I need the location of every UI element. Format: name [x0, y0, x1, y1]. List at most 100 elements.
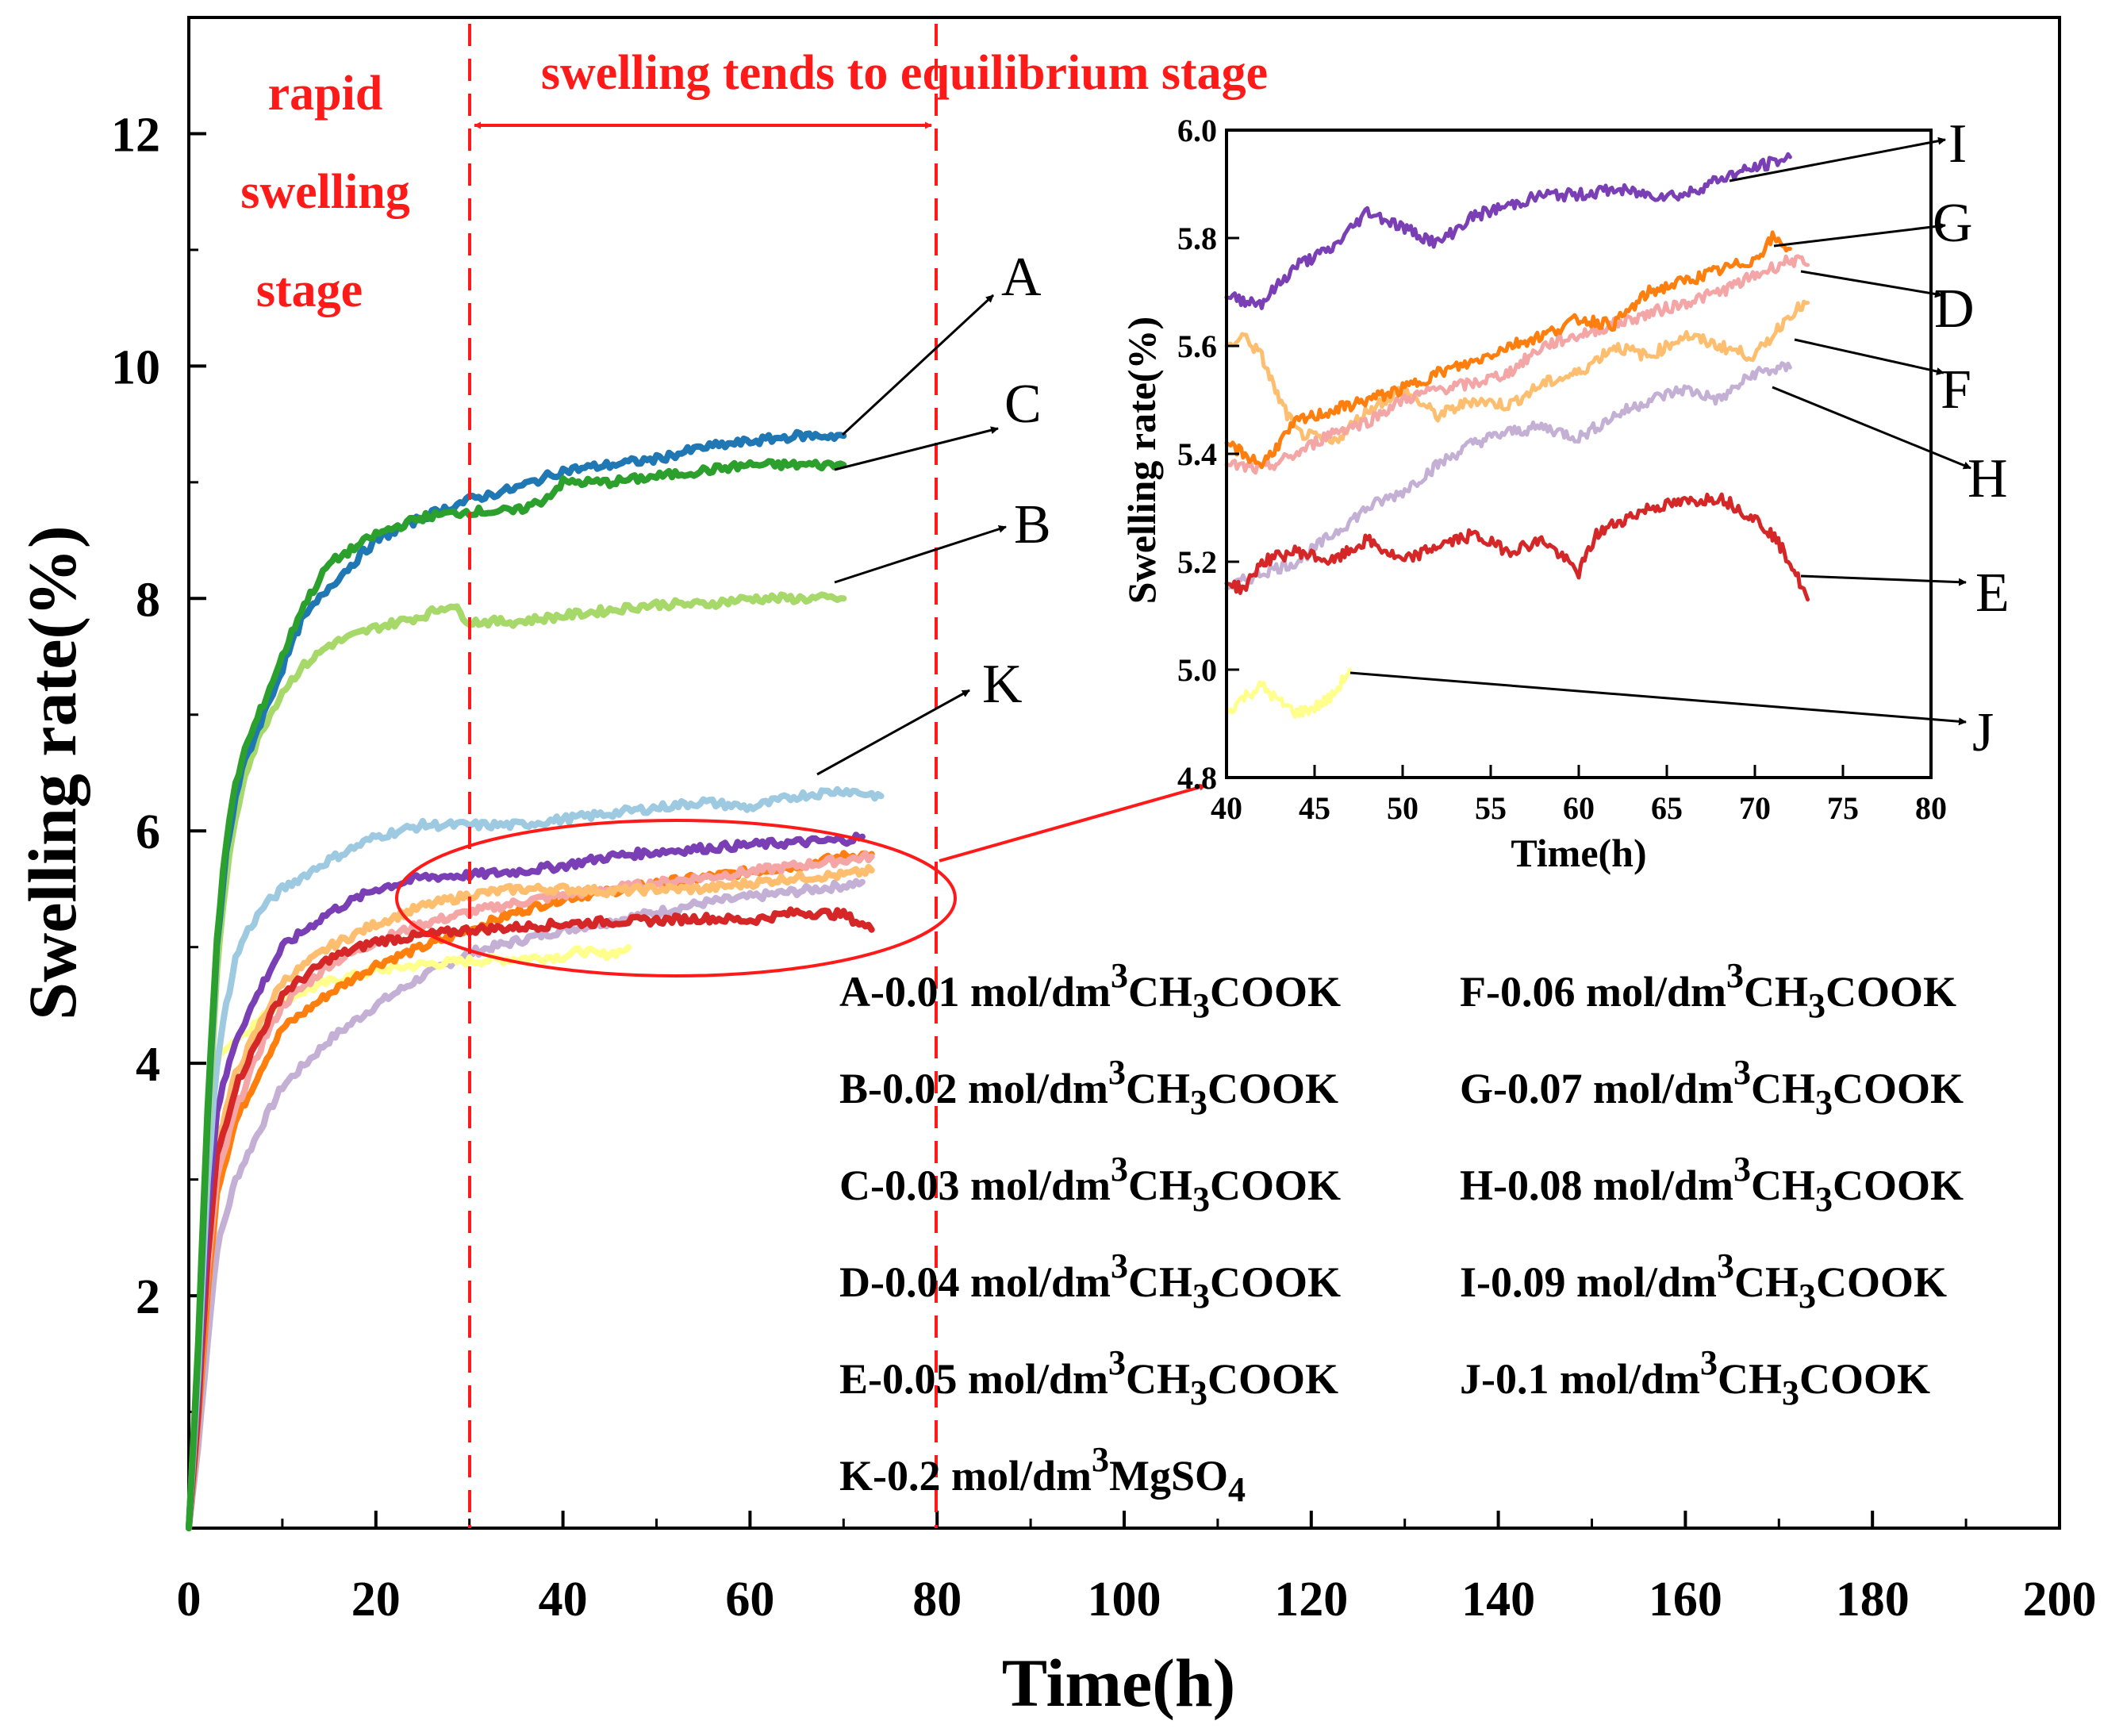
inset-axis-ticks: 40 45 50 55 60 65 70 75 80 4.8 5.0 5.2 5.4 5.6 5.8 6.0 — [1177, 113, 1947, 826]
inset-y-tick-label: 6.0 — [1177, 113, 1217, 148]
main-x-tick-label: 120 — [1274, 1573, 1348, 1627]
inset-y-tick-label: 5.0 — [1177, 652, 1217, 688]
inset-callout-arrow-j — [1349, 671, 1967, 726]
main-x-axis-title: Time(h) — [1002, 1645, 1236, 1721]
main-x-tick-label: 140 — [1461, 1573, 1535, 1627]
inset-x-tick-label: 80 — [1915, 790, 1947, 826]
main-x-tick-label: 40 — [539, 1573, 588, 1627]
main-x-tick-label: 80 — [912, 1573, 962, 1627]
main-y-tick-label: 12 — [111, 108, 160, 162]
inset-x-tick-label: 60 — [1563, 790, 1595, 826]
legend-entry: E-0.05 mol/dm3CH3COOK — [839, 1343, 1338, 1412]
main-callouts: A C B K — [816, 247, 1051, 776]
main-x-tick-label: 160 — [1649, 1573, 1722, 1627]
inset-x-tick-label: 75 — [1827, 790, 1859, 826]
zoom-pointer-arrow — [939, 783, 1207, 862]
callout-label-b: B — [1014, 494, 1051, 555]
main-x-tick-label: 180 — [1836, 1573, 1910, 1627]
inset-y-tick-label: 4.8 — [1177, 760, 1217, 796]
main-series-group — [186, 428, 885, 1531]
legend-entry: D-0.04 mol/dm3CH3COOK — [839, 1246, 1341, 1315]
inset-series-d — [1224, 254, 1810, 475]
legend-entry: K-0.2 mol/dm3MgSO4 — [839, 1440, 1246, 1509]
inset-callout-arrow-e — [1800, 574, 1967, 586]
legend-entry: G-0.07 mol/dm3CH3COOK — [1460, 1053, 1964, 1122]
main-series-h — [186, 878, 866, 1531]
inset-x-tick-label: 70 — [1739, 790, 1771, 826]
main-series-f — [186, 863, 875, 1531]
inset-callout-label-e: E — [1975, 563, 2010, 624]
inset-x-tick-label: 40 — [1211, 790, 1242, 826]
main-series-b — [186, 591, 847, 1531]
inset-plot-background — [1227, 130, 1931, 778]
main-y-tick-label: 10 — [111, 340, 160, 394]
inset-x-tick-label: 45 — [1299, 790, 1330, 826]
main-x-tick-label: 200 — [2023, 1573, 2097, 1627]
legend: A-0.01 mol/dm3CH3COOK F-0.06 mol/dm3CH3CO… — [839, 956, 1964, 1509]
main-x-tick-label: 20 — [351, 1573, 401, 1627]
inset-callout-arrow-h — [1772, 386, 1971, 470]
main-series-c — [186, 458, 847, 1531]
legend-entry: C-0.03 mol/dm3CH3COOK — [839, 1150, 1341, 1219]
inset-x-axis-title: Time(h) — [1511, 831, 1646, 875]
inset-callout-label-i: I — [1948, 113, 1967, 175]
legend-entry: B-0.02 mol/dm3CH3COOK — [839, 1053, 1338, 1122]
main-axis-ticks: 0 20 40 60 80 100 120 140 160 180 200 2 4 6 8 10 12 — [111, 108, 2097, 1627]
inset-callout-label-d: D — [1934, 278, 1975, 340]
inset-callout-label-f: F — [1941, 359, 1971, 421]
inset-y-tick-label: 5.4 — [1177, 436, 1217, 472]
inset-series-f — [1224, 299, 1810, 445]
main-series-a — [186, 428, 847, 1531]
inset-x-tick-label: 65 — [1651, 790, 1683, 826]
inset-x-tick-label: 55 — [1475, 790, 1507, 826]
inset-y-tick-label: 5.8 — [1177, 221, 1217, 256]
main-y-tick-label: 2 — [136, 1270, 160, 1324]
callout-arrow-b — [834, 525, 1007, 584]
callout-arrow-a — [841, 294, 995, 436]
callout-arrow-k — [816, 689, 970, 776]
inset-callout-arrow-i — [1729, 136, 1946, 182]
inset-series-g — [1224, 230, 1792, 470]
main-series-g — [186, 850, 875, 1531]
main-y-tick-label: 4 — [136, 1038, 160, 1092]
rapid-stage-line-3: stage — [256, 263, 363, 317]
inset-callout-arrow-g — [1773, 222, 1946, 248]
legend-entry: F-0.06 mol/dm3CH3COOK — [1460, 956, 1956, 1025]
inset-callout-label-g: G — [1933, 193, 1973, 254]
main-series-e — [186, 906, 875, 1531]
rapid-stage-line-2: swelling — [240, 165, 410, 219]
inset-callouts: I G D F H E J — [1349, 113, 2010, 763]
inset-callout-arrow-f — [1794, 338, 1944, 375]
inset-series-j — [1224, 667, 1352, 719]
inset-y-axis-title: Swelling rate(%) — [1119, 317, 1164, 604]
legend-entry: J-0.1 mol/dm3CH3COOK — [1460, 1343, 1930, 1412]
zoom-region-ellipse — [395, 819, 957, 977]
inset-y-tick-label: 5.6 — [1177, 328, 1217, 364]
legend-entry: A-0.01 mol/dm3CH3COOK — [839, 956, 1341, 1025]
inset-series-e — [1224, 492, 1810, 602]
legend-entry: H-0.08 mol/dm3CH3COOK — [1460, 1150, 1964, 1219]
main-y-axis-title: Swelling rate(%) — [14, 525, 90, 1020]
legend-entry: I-0.09 mol/dm3CH3COOK — [1460, 1246, 1947, 1315]
rapid-stage-line-1: rapid — [268, 67, 383, 121]
inset-callout-label-j: J — [1972, 702, 1994, 763]
callout-arrow-c — [834, 426, 999, 471]
main-x-tick-label: 0 — [177, 1573, 202, 1627]
inset-series-h — [1224, 361, 1792, 591]
main-series-i — [186, 832, 866, 1531]
main-x-tick-label: 60 — [725, 1573, 774, 1627]
inset-x-tick-label: 50 — [1387, 790, 1419, 826]
callout-label-c: C — [1004, 374, 1042, 435]
main-series-k — [186, 785, 885, 1531]
inset-y-tick-label: 5.2 — [1177, 544, 1217, 580]
inset-series-group — [1224, 152, 1810, 719]
main-y-tick-label: 8 — [136, 573, 160, 627]
inset-callout-label-h: H — [1968, 448, 2008, 509]
main-y-tick-label: 6 — [136, 805, 160, 859]
equilibrium-stage-label: swelling tends to equilibrium stage — [541, 46, 1268, 100]
callout-label-k: K — [982, 654, 1023, 715]
main-series-d — [186, 850, 875, 1531]
inset-series-i — [1224, 152, 1792, 310]
inset-callout-arrow-d — [1800, 270, 1943, 298]
